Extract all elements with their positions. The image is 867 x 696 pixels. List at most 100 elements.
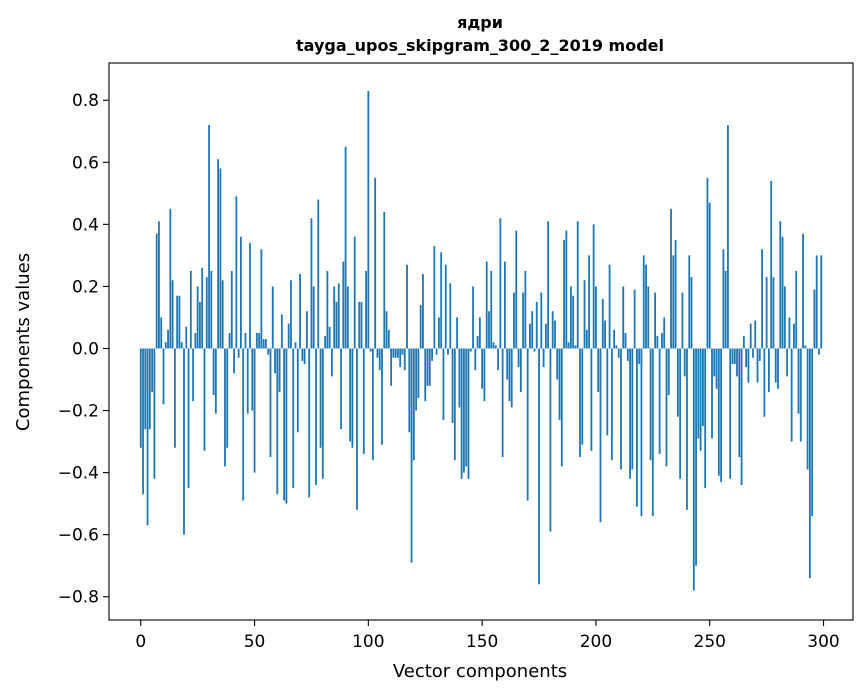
bar-163 [510,348,513,408]
bar-42 [235,196,238,349]
bar-151 [483,348,486,402]
bar-150 [481,348,484,389]
bar-104 [376,348,379,358]
bar-210 [617,348,620,358]
bar-276 [767,348,770,392]
bar-32 [212,348,215,396]
x-tick-label: 300 [807,632,839,652]
bar-22 [189,270,192,349]
bar-249 [706,177,709,349]
bar-39 [228,332,231,349]
bar-134 [444,264,447,349]
bar-188 [567,342,570,349]
bar-126 [426,348,429,386]
bar-293 [806,348,809,470]
bar-198 [590,348,593,451]
bar-41 [233,348,235,374]
bar-6 [153,348,156,479]
bar-114 [399,348,402,368]
bar-248 [704,348,707,489]
bar-91 [346,286,349,349]
bar-66 [290,280,292,349]
y-tick-label: 0.4 [72,215,99,235]
bar-223 [647,286,650,349]
bar-266 [745,348,748,368]
bar-54 [262,339,265,349]
bar-148 [476,336,479,349]
bar-295 [811,348,814,517]
bar-97 [360,301,363,349]
bar-96 [358,301,361,349]
bar-287 [793,323,795,349]
bar-182 [554,320,556,349]
bar-7 [155,233,158,349]
bar-179 [547,221,550,349]
bar-219 [638,348,641,364]
bar-47 [246,348,249,414]
bar-224 [649,348,652,461]
bar-256 [722,249,725,349]
bar-260 [731,348,734,364]
bar-12 [167,329,169,349]
bar-279 [774,348,777,383]
bar-194 [581,348,584,445]
bar-156 [494,345,497,349]
bar-28 [203,348,206,451]
bar-189 [569,286,572,349]
bar-55 [265,339,267,349]
x-axis-label: Vector components [393,661,567,682]
bar-229 [661,332,663,349]
bar-273 [761,249,763,349]
bar-262 [736,348,738,377]
bar-113 [397,348,399,358]
bar-103 [374,177,377,349]
bar-220 [640,348,643,517]
bar-291 [802,233,804,349]
bar-11 [164,342,167,349]
bar-195 [583,280,586,349]
bar-33 [214,348,217,414]
bar-79 [319,348,322,448]
chart-subtitle: tayga_upos_skipgram_300_2_2019 model [296,36,664,55]
bar-178 [544,323,547,349]
bar-159 [501,348,504,458]
bar-34 [217,159,220,349]
bar-167 [519,348,522,392]
bar-136 [449,283,452,349]
bar-116 [403,348,406,371]
bar-164 [513,292,515,349]
bar-109 [387,329,390,349]
bar-121 [415,348,418,411]
bar-238 [681,292,684,349]
bar-89 [342,261,345,349]
bar-145 [469,348,472,352]
bar-94 [353,236,356,349]
bar-37 [224,348,226,467]
bar-29 [205,277,208,349]
bar-3 [146,348,149,526]
bar-234 [672,255,675,349]
bar-205 [606,348,609,436]
bar-61 [278,348,281,392]
bar-48 [249,242,251,349]
bar-86 [335,301,338,349]
bar-105 [378,348,381,371]
bar-280 [777,348,779,389]
bar-128 [431,348,433,361]
bar-271 [756,348,759,383]
bar-282 [781,236,784,349]
bar-255 [720,348,723,482]
bar-257 [724,270,727,349]
bar-50 [253,348,256,473]
bar-31 [210,270,213,349]
bar-35 [219,168,222,349]
bar-246 [699,348,702,451]
bar-125 [424,348,427,402]
bar-226 [654,292,657,349]
bar-71 [301,348,304,361]
bar-207 [610,348,613,461]
bar-196 [585,329,588,349]
bar-82 [326,270,329,349]
y-tick-label: −0.4 [58,464,99,484]
bar-202 [599,348,602,523]
